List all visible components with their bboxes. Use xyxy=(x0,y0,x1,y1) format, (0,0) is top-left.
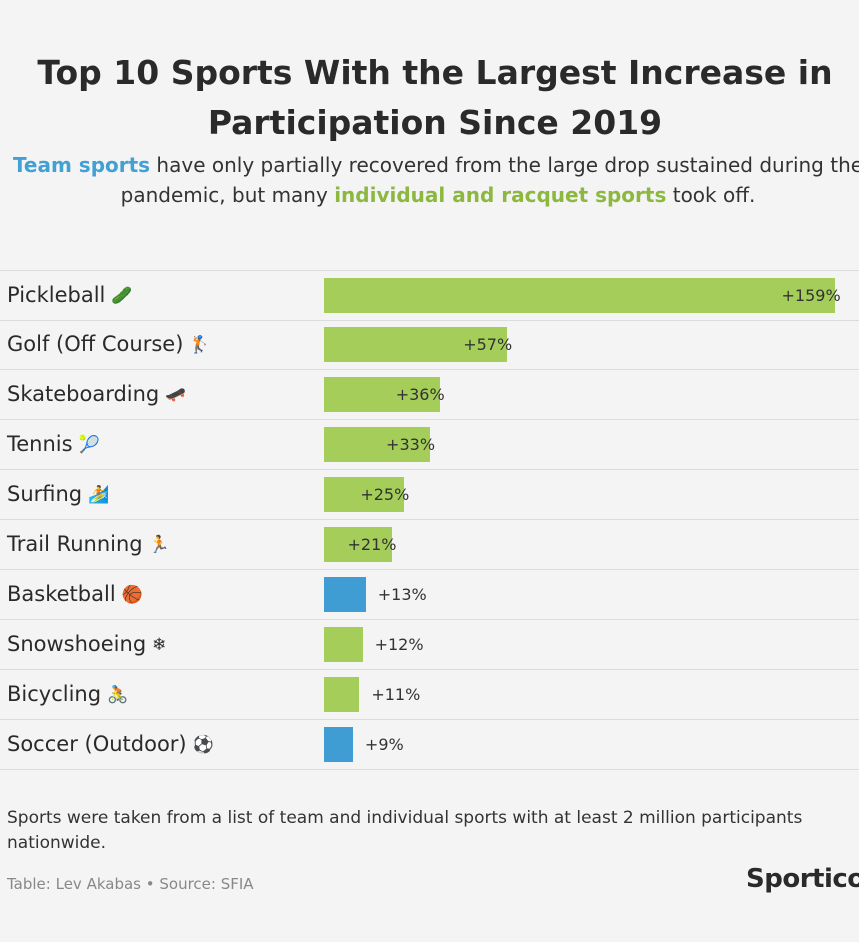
subtitle-text-2: took off. xyxy=(666,183,756,207)
category-label: Snowshoeing ❄ xyxy=(7,630,166,659)
bar xyxy=(324,727,353,762)
basketball-icon: 🏀 xyxy=(121,585,143,605)
category-name: Basketball xyxy=(7,582,116,606)
value-label: +12% xyxy=(374,635,424,654)
category-label: Golf (Off Course) 🏌 xyxy=(7,330,211,359)
category-name: Trail Running xyxy=(7,532,143,556)
category-label: Surfing 🏄 xyxy=(7,480,109,509)
chart-row: Tennis 🎾 +33% xyxy=(0,420,859,470)
bar xyxy=(324,577,366,612)
bar xyxy=(324,677,360,712)
runner-icon: 🏃 xyxy=(148,535,170,555)
tennis-icon: 🎾 xyxy=(78,435,100,455)
cyclist-icon: 🚴 xyxy=(107,685,129,705)
category-label: Skateboarding 🛹 xyxy=(7,380,186,409)
bar xyxy=(324,427,431,462)
value-label: +9% xyxy=(364,735,404,754)
title-line-1: Top 10 Sports With the Largest Increase … xyxy=(37,53,833,92)
chart-row: Trail Running 🏃 +21% xyxy=(0,520,859,570)
category-label: Trail Running 🏃 xyxy=(7,530,170,559)
category-name: Snowshoeing xyxy=(7,632,147,656)
chart-row: Surfing 🏄 +25% xyxy=(0,470,859,520)
category-label: Basketball 🏀 xyxy=(7,580,143,609)
chart-row: Skateboarding 🛹 +36% xyxy=(0,370,859,420)
snowflake-icon: ❄ xyxy=(152,635,167,655)
skateboard-icon: 🛹 xyxy=(165,385,187,405)
chart-row: Pickleball 🥒 +159% xyxy=(0,270,859,321)
category-name: Golf (Off Course) xyxy=(7,332,184,356)
category-name: Bicycling xyxy=(7,682,102,706)
bar xyxy=(324,278,835,313)
title-line-2: Participation Since 2019 xyxy=(207,103,663,142)
subtitle-text-1: have only partially recovered from the l… xyxy=(120,153,859,207)
bar xyxy=(324,327,508,362)
value-label: +21% xyxy=(347,535,397,554)
category-label: Bicycling 🚴 xyxy=(7,680,128,709)
golfer-icon: 🏌 xyxy=(189,335,211,355)
category-name: Soccer (Outdoor) xyxy=(7,732,187,756)
chart-row: Snowshoeing ❄ +12% xyxy=(0,620,859,670)
value-label: +33% xyxy=(386,435,436,454)
category-name: Pickleball xyxy=(7,283,106,307)
category-label: Tennis 🎾 xyxy=(7,430,100,459)
category-name: Surfing xyxy=(7,482,83,506)
value-label: +13% xyxy=(377,585,427,604)
bar xyxy=(324,477,405,512)
value-label: +36% xyxy=(395,385,445,404)
category-name: Tennis xyxy=(7,432,73,456)
chart-subtitle: Team sports have only partially recovere… xyxy=(0,150,859,210)
sportico-logo: Sportico xyxy=(746,864,859,894)
surfer-icon: 🏄 xyxy=(88,485,110,505)
chart-row: Basketball 🏀 +13% xyxy=(0,570,859,620)
chart-row: Golf (Off Course) 🏌 +57% xyxy=(0,320,859,370)
chart-title: Top 10 Sports With the Largest Increase … xyxy=(0,48,859,148)
footnote: Sports were taken from a list of team an… xyxy=(7,808,803,853)
category-label: Pickleball 🥒 xyxy=(7,281,133,310)
cucumber-icon: 🥒 xyxy=(111,286,133,306)
source-credit: Table: Lev Akabas • Source: SFIA xyxy=(7,875,254,893)
bar xyxy=(324,627,363,662)
bar xyxy=(324,527,392,562)
soccer-ball-icon: ⚽ xyxy=(192,735,214,755)
value-label: +25% xyxy=(360,485,410,504)
bar-chart: Pickleball 🥒 +159% Golf (Off Course) 🏌 +57% Sk… xyxy=(0,270,859,775)
value-label: +57% xyxy=(463,335,513,354)
category-name: Skateboarding xyxy=(7,382,160,406)
category-label: Soccer (Outdoor) ⚽ xyxy=(7,730,214,759)
subtitle-individual-sports: individual and racquet sports xyxy=(334,183,667,207)
value-label: +159% xyxy=(781,286,841,305)
value-label: +11% xyxy=(371,685,421,704)
chart-row: Soccer (Outdoor) ⚽ +9% xyxy=(0,720,859,770)
chart-row: Bicycling 🚴 +11% xyxy=(0,670,859,720)
bar xyxy=(324,377,440,412)
subtitle-team-sports: Team sports xyxy=(12,153,151,177)
